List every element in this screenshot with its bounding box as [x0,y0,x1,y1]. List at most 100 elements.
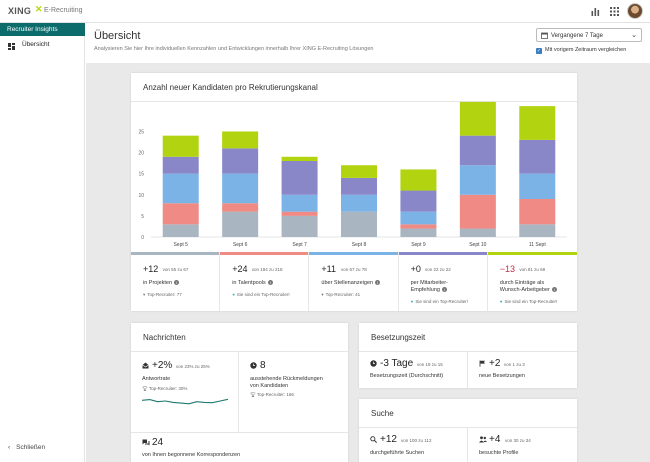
sidebar-item-uebersicht[interactable]: Übersicht [0,38,85,52]
bar-segment[interactable] [222,203,259,212]
divider [359,351,577,352]
users-icon [479,436,487,445]
sidebar-header[interactable]: Recruiter Insights [0,23,85,36]
compare-checkbox[interactable]: ✓ Mit vorigem Zeitraum vergleichen [536,47,626,54]
kpi-label: per Mitarbeiter- Empfehlung i [410,280,448,293]
x-tick-label: Sept 10 [469,242,486,248]
bar-segment[interactable] [459,228,496,237]
bar-segment[interactable] [162,224,199,237]
info-icon[interactable]: i [375,280,381,285]
antwortrate-range: von 23% zu 25% [176,364,210,369]
kpi-value: +24 [232,264,248,274]
kpi-range: von 55 zu 67 [162,267,189,272]
bar-chart-icon[interactable] [591,7,600,18]
x-tick-label: Sept 9 [411,242,426,248]
bar-segment[interactable] [341,177,377,195]
ausstehend-sub: 🏆︎ Top-Recruiter: 166 [250,392,294,397]
bar-segment[interactable] [459,135,496,166]
ausstehend-label: ausstehende Rückmeldungen von Kandidaten [250,376,323,389]
nachrichten-title: Nachrichten [143,333,186,342]
bar-segment[interactable] [222,148,259,174]
bar-segment[interactable] [222,211,259,237]
neue-besetzungen-stat: +2 von 1 zu 3 neue Besetzungen [468,352,577,388]
bulb-icon: ● [410,299,414,304]
chat-bubbles-icon [142,439,150,448]
date-range-value: Vergangene 7 Tage [551,32,603,39]
bar-segment[interactable] [400,211,437,225]
divider [131,432,348,433]
xing-logo-mark: ✕ [35,4,43,14]
x-tick-label: Sept 8 [352,242,367,248]
neue-besetzungen-label: neue Besetzungen [479,373,525,379]
kpi-value: +12 [143,264,159,274]
bar-segment[interactable] [341,194,377,212]
collapse-sidebar-button[interactable]: ‹ Schließen [8,444,45,451]
besetzungszeit-stat: -3 Tage von 18 zu 15 Besetzungszeit (Dur… [359,352,468,388]
flag-icon [479,360,486,369]
suche-title: Suche [371,409,394,418]
profile-label: besuchte Profile [479,450,519,456]
neue-besetzungen-range: von 1 zu 3 [504,362,525,367]
kpi-range: von 194 zu 218 [251,267,283,272]
kpi-range: von 67 zu 78 [340,267,367,272]
bar-segment[interactable] [519,199,556,225]
bar-segment[interactable] [162,135,199,157]
besetzungszeit-value: -3 Tage [380,358,414,369]
bar-segment[interactable] [519,106,556,140]
bar-segment[interactable] [162,173,199,204]
bar-segment[interactable] [281,194,318,212]
profile-stat: +4 von 30 zu 34 besuchte Profile [468,428,577,462]
bar-segment[interactable] [281,215,318,237]
ausstehend-value: 8 [260,360,266,371]
kpi-color-bar [131,252,220,255]
kpi-card: +11 von 67 zu 78 über Stellenanzeigen i ▾ Top… [309,252,399,311]
bar-segment[interactable] [222,173,259,204]
besetzungszeit-label: Besetzungszeit (Durchschnitt) [370,373,444,379]
bar-segment[interactable] [519,224,556,237]
kpi-label: durch Einträge als Wunsch-Arbeitgeber i [500,280,557,294]
info-icon[interactable]: i [551,287,557,292]
collapse-label: Schließen [16,444,46,451]
info-icon[interactable]: i [174,280,180,285]
suchen-range: von 100 zu 112 [401,438,432,443]
kpi-color-bar [398,252,487,255]
bar-segment[interactable] [281,156,318,161]
x-tick-label: Sept 7 [292,242,307,248]
kpi-card: +24 von 194 zu 218 in Talentpools i ● Sie sin… [220,252,310,311]
suche-card: Suche +12 von 100 zu 112 durchgeführte S… [359,399,577,462]
y-tick-label: 0 [141,235,144,241]
bar-segment[interactable] [162,156,199,174]
bar-segment[interactable] [222,131,259,149]
envelope-open-icon [142,362,149,371]
bar-segment[interactable] [341,211,377,237]
date-range-select[interactable]: Vergangene 7 Tage ⌄ [536,28,642,42]
checkbox-checked-icon[interactable]: ✓ [536,48,542,54]
bar-segment[interactable] [400,169,437,191]
bar-segment[interactable] [459,165,496,195]
chevron-left-icon: ‹ [8,444,11,451]
bar-segment[interactable] [341,165,377,178]
chart-title: Anzahl neuer Kandidaten pro Rekrutierung… [143,83,318,92]
bar-segment[interactable] [519,139,556,174]
y-tick-label: 20 [138,151,144,157]
kpi-range: von 81 zu 68 [519,267,546,272]
main-header: Übersicht Analysieren Sie hier Ihre indi… [86,23,650,63]
bar-segment[interactable] [519,173,556,199]
bar-segment[interactable] [281,161,318,195]
bar-segment[interactable] [400,190,437,212]
bar-segment[interactable] [400,228,437,237]
info-icon[interactable]: i [441,287,447,292]
bar-segment[interactable] [459,101,496,136]
kpi-sub: ▾ Top-Recruiter: 77 [143,292,182,297]
y-tick-label: 10 [138,193,144,199]
avatar[interactable] [627,3,643,19]
ausstehend-stat: 8 ausstehende Rückmeldungen von Kandidat… [239,352,348,432]
bar-segment[interactable] [400,224,437,229]
info-icon[interactable]: i [267,280,273,285]
bar-segment[interactable] [459,194,496,229]
xing-logo[interactable]: XING [8,6,32,16]
bar-segment[interactable] [281,211,318,216]
suchen-value: +12 [380,434,397,445]
bar-segment[interactable] [162,203,199,225]
grid-menu-icon[interactable] [610,7,619,18]
